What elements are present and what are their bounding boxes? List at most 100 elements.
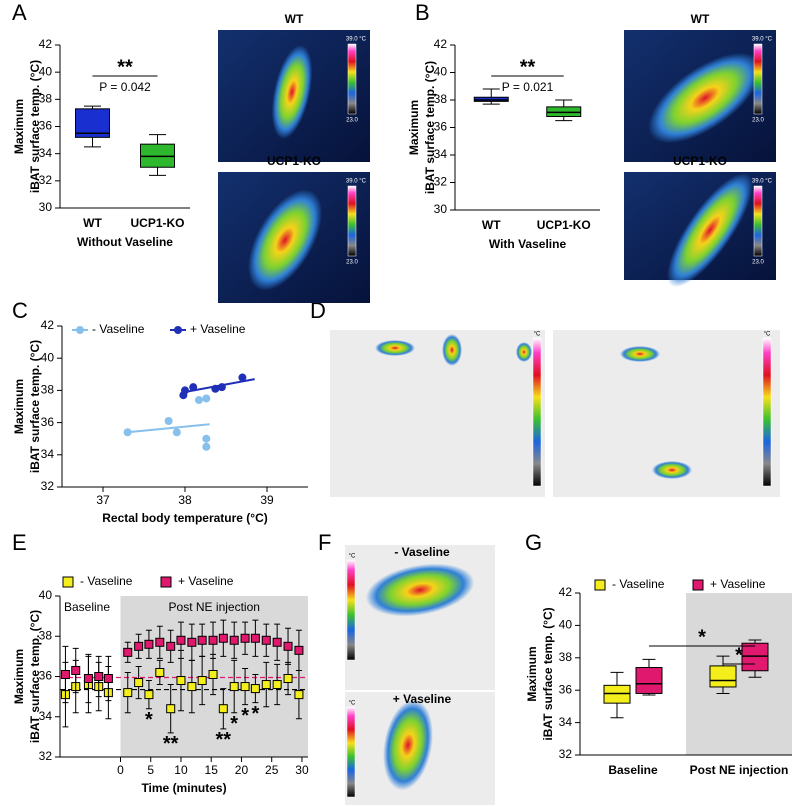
point <box>172 428 181 437</box>
x-tick-label: 39 <box>260 493 274 507</box>
color-scale <box>753 185 763 257</box>
image-label: - Vaseline <box>394 545 450 559</box>
x-axis-label: Time (minutes) <box>141 781 226 795</box>
y-axis-label: iBAT surface temp. (°C) <box>28 340 42 473</box>
marker <box>261 680 271 690</box>
whisker-low <box>748 670 762 678</box>
heat-spot <box>620 346 660 362</box>
y-tick-label: 32 <box>434 175 448 189</box>
x-tick-label: 15 <box>205 763 219 777</box>
marker <box>208 669 218 679</box>
heat-spot <box>375 340 415 356</box>
marker <box>166 641 176 651</box>
y-axis-label: Maximum <box>525 646 539 701</box>
shaded-region <box>686 593 792 755</box>
point <box>202 442 211 451</box>
x-tick-label: 38 <box>178 493 192 507</box>
marker <box>240 633 250 643</box>
box <box>603 684 631 704</box>
marker <box>294 645 304 655</box>
marker <box>218 704 228 714</box>
y-axis-label: Maximum <box>12 649 26 704</box>
y-axis-label: iBAT surface temp. (°C) <box>28 60 42 193</box>
heat-spot <box>365 563 475 617</box>
whisker-low <box>610 703 624 719</box>
significance-stars: * <box>241 705 249 727</box>
scale-max: 39.0 °C <box>752 179 773 185</box>
scale-min: 23.0 <box>346 260 358 266</box>
y-tick-label: 30 <box>434 202 448 216</box>
significance-stars: ** <box>520 56 536 78</box>
scale-max: 39.0 °C <box>752 37 773 43</box>
heat-spot <box>652 461 692 479</box>
y-tick-label: 30 <box>39 200 53 214</box>
marker <box>83 674 93 684</box>
y-tick-label: 34 <box>434 147 448 161</box>
y-axis-label: iBAT surface temp. (°C) <box>28 610 42 743</box>
y-tick-label: 38 <box>39 92 53 106</box>
panel-letter: A <box>12 0 27 25</box>
marker <box>218 633 228 643</box>
panel-letter: D <box>310 298 326 323</box>
marker <box>134 678 144 688</box>
marker <box>123 688 133 698</box>
legend-label: - Vaseline <box>612 577 665 591</box>
whisker-high <box>149 134 166 145</box>
marker <box>176 635 186 645</box>
x-tick-label: WT <box>482 218 501 232</box>
significance-stars: * <box>230 713 238 735</box>
marker <box>134 641 144 651</box>
significance-stars: ** <box>163 733 179 755</box>
point <box>217 383 226 392</box>
y-tick-label: 42 <box>434 37 448 51</box>
marker <box>197 635 207 645</box>
heat-spot <box>247 189 323 291</box>
legend-label: - Vaseline <box>92 322 145 336</box>
color-scale <box>346 559 356 661</box>
y-tick-label: 40 <box>39 588 53 602</box>
thermal-image <box>330 330 545 497</box>
image-label: UCP1-KO <box>267 154 321 168</box>
whisker-high <box>748 639 762 644</box>
p-value: P = 0.042 <box>99 80 151 94</box>
marker <box>155 667 165 677</box>
y-tick-label: 32 <box>41 479 55 493</box>
x-tick-label: 0 <box>117 763 124 777</box>
marker <box>283 641 293 651</box>
marker <box>155 637 165 647</box>
marker <box>176 676 186 686</box>
image-label: WT <box>285 12 304 26</box>
panel-letter: B <box>415 0 430 25</box>
legend-marker <box>62 576 74 588</box>
significance-stars: ** <box>117 56 133 78</box>
marker <box>208 635 218 645</box>
scale-min: 23.0 <box>752 118 764 124</box>
y-tick-label: 42 <box>41 318 55 332</box>
x-tick-label: Post NE injection <box>690 763 789 777</box>
point <box>238 373 247 382</box>
whisker-high <box>642 658 656 668</box>
x-axis-label: Without Vaseline <box>77 235 173 249</box>
marker <box>123 647 133 657</box>
point <box>194 396 203 405</box>
marker <box>240 682 250 692</box>
y-tick-label: 36 <box>559 682 573 696</box>
marker <box>229 682 239 692</box>
x-tick-label: 5 <box>147 763 154 777</box>
marker <box>187 682 197 692</box>
point <box>211 384 220 393</box>
region-label: Baseline <box>64 600 110 614</box>
marker <box>166 704 176 714</box>
panel-letter: F <box>318 530 331 555</box>
y-axis-label: iBAT surface temp. (°C) <box>423 61 437 194</box>
x-tick-label: 25 <box>265 763 279 777</box>
point <box>202 434 211 443</box>
color-scale <box>346 706 356 798</box>
marker <box>272 680 282 690</box>
y-tick-label: 38 <box>39 628 53 642</box>
image-label: UCP1-KO <box>673 154 727 168</box>
image-label: + Vaseline <box>393 692 452 706</box>
whisker-high <box>482 88 500 98</box>
y-tick-label: 38 <box>41 383 55 397</box>
marker <box>197 676 207 686</box>
